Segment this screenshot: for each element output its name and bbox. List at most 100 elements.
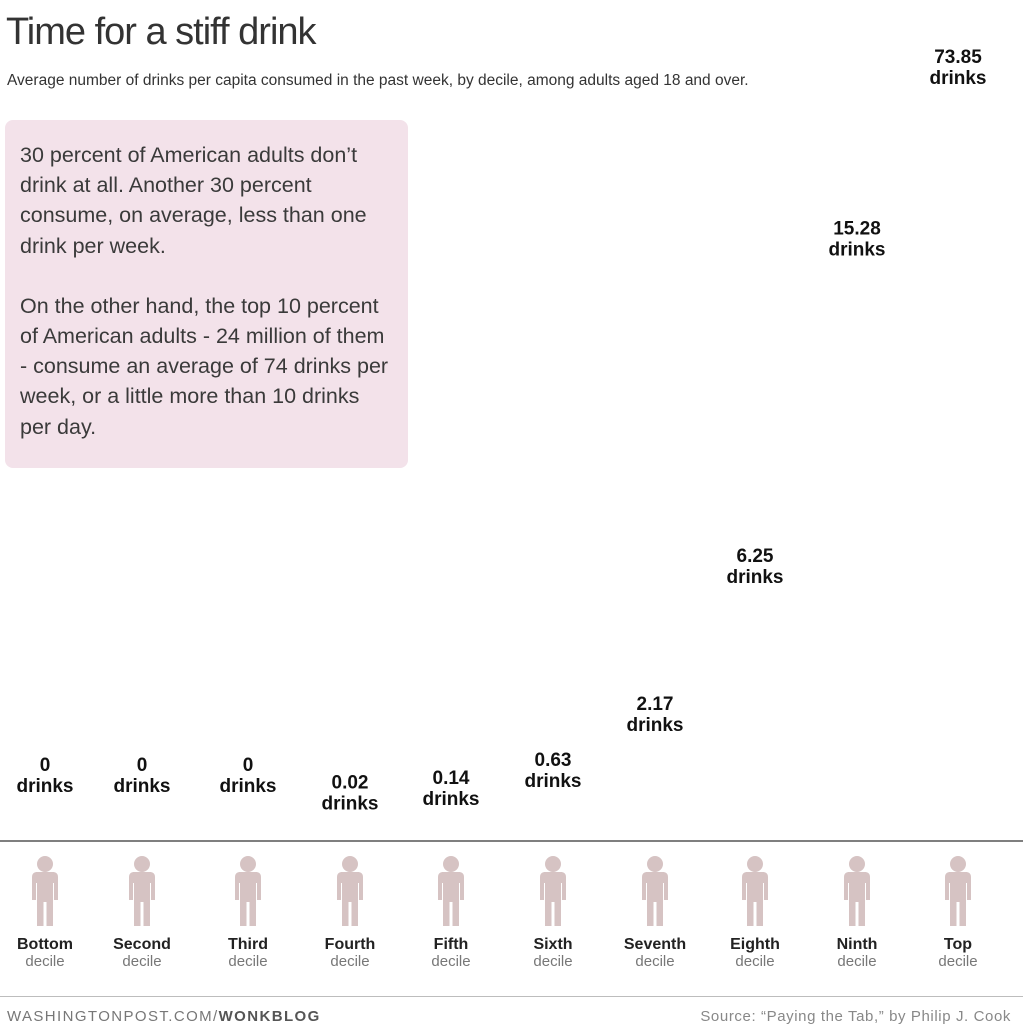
- unit-label-10: drinks: [929, 68, 986, 89]
- category-sublabel-10: decile: [938, 953, 977, 970]
- decile-10-col-2-icon-17: [936, 187, 955, 217]
- person-icon: [32, 856, 58, 926]
- decile-9-icon-14: [852, 295, 863, 325]
- decile-10-col-1-icon-16: [909, 223, 928, 253]
- category-sublabel-8: decile: [735, 953, 774, 970]
- decile-10-col-3-icon-4: [965, 659, 979, 689]
- unit-label-7: drinks: [626, 715, 683, 736]
- category-label-9: Ninth: [837, 936, 878, 953]
- decile-10-col-3-icon-6: [967, 585, 978, 615]
- value-label-6: 0.63: [535, 750, 572, 771]
- decile-9-icon-3: [846, 693, 868, 724]
- decile-10-col-4-icon-11: [988, 402, 1010, 433]
- decile-10-col-4-icon-13: [989, 332, 1009, 362]
- unit-label-3: drinks: [219, 776, 276, 797]
- decile-10-col-4-icon-7: [994, 549, 1005, 579]
- decile-8-icon-partial: [746, 586, 765, 616]
- decile-10-col-3-icon-9: [965, 477, 979, 507]
- decile-8-icon-2: [748, 731, 762, 761]
- callout-paragraph-2: On the other hand, the top 10 percent of…: [20, 293, 389, 439]
- decile-10-col-4-icon-partial: [990, 296, 1009, 326]
- decile-10-col-1-icon-15: [908, 260, 928, 290]
- decile-10-col-3-icon-11: [967, 404, 978, 434]
- decile-9-icon-0: [847, 804, 867, 834]
- decile-10-col-1-icon-8: [907, 511, 929, 542]
- decile-9-icon-8: [846, 511, 868, 542]
- category-label-5: Fifth: [434, 936, 469, 953]
- decile-10-col-2-icon-18: [938, 151, 952, 181]
- decile-10-col-1-icon-1: [909, 768, 928, 798]
- decile-9-icon-1: [848, 768, 867, 798]
- category-sublabel-9: decile: [837, 953, 876, 970]
- decile-10-col-2-icon-5: [940, 622, 951, 652]
- category-label-3: Third: [228, 936, 268, 953]
- value-label-2: 0: [137, 755, 148, 776]
- decile-10-col-1-icon-10: [908, 441, 928, 471]
- unit-label-5: drinks: [422, 789, 479, 810]
- decile-10-col-2-icon-8: [938, 514, 952, 544]
- decile-10-col-1-icon-4: [913, 658, 924, 688]
- value-label-7: 2.17: [637, 694, 674, 715]
- footer-credit: WASHINGTONPOST.COM/WONKBLOG: [7, 1008, 321, 1025]
- person-icon: [235, 856, 261, 926]
- decile-10-col-3-icon-17: [962, 187, 982, 217]
- unit-label-8: drinks: [726, 567, 783, 588]
- decile-10-col-2-icon-13: [938, 332, 952, 362]
- decile-10-col-4-icon-5: [992, 623, 1006, 653]
- person-icon: [129, 856, 155, 926]
- decile-9-icon-6: [848, 586, 867, 616]
- decile-10-col-3-icon-8: [963, 514, 982, 544]
- unit-label-4: drinks: [321, 793, 378, 814]
- decile-8-icon-5: [745, 623, 765, 653]
- category-label-7: Seventh: [624, 936, 686, 953]
- decile-9-icon-partial: [847, 260, 867, 290]
- unit-label-9: drinks: [828, 239, 885, 260]
- decile-10-col-4-icon-1: [988, 765, 1010, 796]
- value-label-3: 0: [243, 755, 254, 776]
- decile-10-col-2-icon-6: [935, 586, 955, 616]
- decile-10-col-3-icon-7: [962, 550, 982, 580]
- footer-site: WASHINGTONPOST.COM/: [7, 1008, 219, 1025]
- decile-10-col-3-icon-13: [963, 332, 982, 362]
- decile-10-col-3-icon-15: [961, 257, 983, 288]
- person-icon: [642, 856, 668, 926]
- callout-paragraph-1: 30 percent of American adults don’t drin…: [20, 143, 367, 258]
- decile-10-col-2-icon-3: [938, 695, 952, 725]
- decile-9-icon-13: [846, 330, 868, 361]
- decile-9-icon-11: [848, 405, 867, 435]
- category-sublabel-4: decile: [330, 953, 369, 970]
- category-label-10: Top: [944, 936, 972, 953]
- person-icon: [945, 856, 971, 926]
- decile-10-col-3-icon-2: [962, 731, 982, 761]
- decile-10-col-3-icon-0: [961, 802, 983, 833]
- decile-10-col-4-icon-3: [989, 695, 1009, 725]
- decile-10-col-2-icon-19: [934, 112, 956, 143]
- decile-10-col-3-icon-16: [967, 222, 978, 252]
- decile-10-col-2-icon-4: [934, 656, 956, 687]
- decile-10-col-2-icon-10: [940, 440, 951, 470]
- decile-10-col-1-icon-17: [911, 187, 925, 217]
- decile-10-col-1-icon-0: [908, 804, 928, 834]
- decile-10-col-3-icon-14: [965, 296, 979, 326]
- footer-source: Source: “Paying the Tab,” by Philip J. C…: [700, 1008, 1011, 1025]
- decile-10-col-3-icon-12: [962, 368, 982, 398]
- unit-label-2: drinks: [113, 776, 170, 797]
- decile-10-col-1-icon-12: [911, 368, 925, 398]
- decile-10-col-4-icon-4: [990, 659, 1009, 689]
- person-icon: [742, 856, 768, 926]
- category-label-2: Second: [113, 936, 171, 953]
- decile-9-icon-2: [850, 731, 864, 761]
- decile-10-col-3-icon-3: [963, 695, 982, 725]
- person-icon: [337, 856, 363, 926]
- decile-10-col-1-icon-3: [907, 693, 929, 724]
- person-icon: [844, 856, 870, 926]
- decile-10-col-1-icon-5: [908, 623, 928, 653]
- decile-10-col-4-icon-0: [992, 804, 1006, 834]
- decile-drinks-chart: 0drinksBottomdecile0drinksSeconddecile0d…: [0, 47, 1023, 970]
- decile-10-col-2-icon-11: [935, 405, 955, 435]
- unit-label-6: drinks: [524, 771, 581, 792]
- decile-9-icon-12: [850, 368, 864, 398]
- category-label-4: Fourth: [325, 936, 376, 953]
- decile-10-col-2-icon-1: [935, 768, 955, 798]
- category-label-6: Sixth: [533, 936, 572, 953]
